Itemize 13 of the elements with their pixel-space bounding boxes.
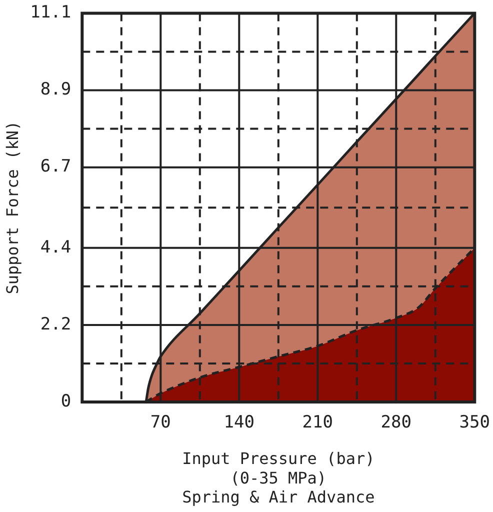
x-tick-label: 210: [302, 412, 334, 433]
x-tick-label: 280: [380, 412, 412, 433]
y-tick-label: 0: [60, 391, 72, 412]
y-tick-label: 2.2: [40, 314, 72, 334]
y-tick-label: 4.4: [40, 237, 72, 258]
y-axis-title: Support Force (kN): [2, 120, 22, 294]
x-axis-title: Input Pressure (bar) (0-35 MPa) Spring & Air Advance: [182, 449, 375, 507]
x-tick-label: 350: [459, 412, 490, 433]
y-tick-label: 11.1: [30, 2, 72, 23]
y-tick-label: 6.7: [40, 156, 72, 177]
x-tick-label: 140: [224, 412, 254, 433]
y-tick-label: 8.9: [40, 80, 72, 100]
x-tick-label: 70: [150, 412, 171, 433]
